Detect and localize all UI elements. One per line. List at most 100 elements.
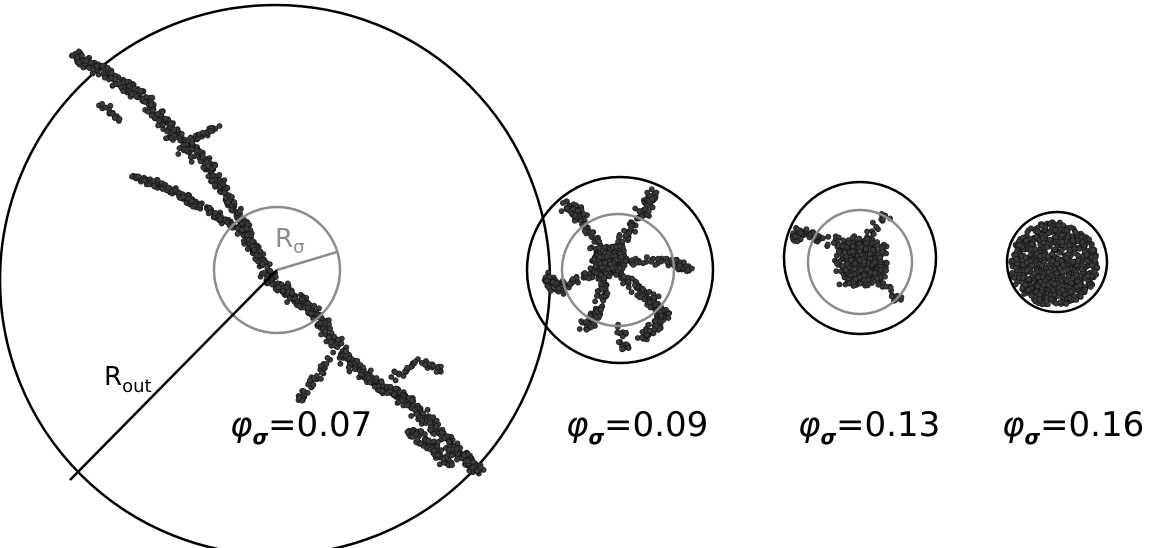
particle [849,248,856,255]
particle [1087,284,1094,290]
particle [159,109,166,115]
particle [1084,257,1090,264]
particle [477,464,484,471]
particle [322,328,329,335]
particle [592,298,598,305]
particle [95,71,102,78]
particle [615,339,622,345]
particle [244,246,251,252]
particle [324,354,331,361]
particle [404,364,410,371]
particle-cluster-4 [1008,219,1101,308]
particle [1082,286,1089,293]
particle [102,104,109,111]
particle [330,349,337,356]
particle [89,66,96,73]
phi-label-2: φσ=0.09 [566,405,708,449]
particle [440,455,446,462]
particle [861,258,867,265]
particle [653,322,660,329]
particle [848,256,854,263]
particle [1059,238,1066,245]
particle [438,429,445,436]
particle [200,154,206,161]
particle [839,242,846,249]
particle [604,290,611,297]
particle [564,205,571,212]
particle [882,273,888,280]
particle [420,410,426,417]
particle [847,272,854,279]
particle-cluster-1 [69,48,487,477]
particle [623,329,629,336]
particle [326,321,332,328]
particle [586,275,593,282]
particle [1066,294,1073,301]
particle [1048,296,1055,302]
particle [259,261,266,267]
particle [558,208,565,214]
particle [658,312,665,319]
particle [175,151,182,157]
particle [570,206,577,212]
panel-1: Rσ Rout φσ=0.07 [0,3,552,548]
particle [647,304,654,311]
particle [120,88,127,94]
particle [1024,259,1030,266]
particle [1079,266,1085,273]
particle [852,276,859,282]
particle [547,288,554,294]
particle [116,80,123,87]
particle [650,294,657,301]
particle [331,333,337,340]
particle [1034,283,1041,289]
particle [216,123,223,129]
particle [1025,286,1032,293]
particle [433,417,440,424]
particle [94,62,100,69]
particle [883,267,889,274]
particle [566,281,573,287]
particle [159,121,166,128]
particle [622,257,629,264]
particle [345,364,352,371]
particle [155,122,161,129]
particle [1085,273,1091,279]
particle [253,252,260,259]
particle [296,303,302,309]
particle [1077,293,1084,300]
particle [310,381,317,388]
particle [840,237,847,244]
particle [159,186,166,192]
particle [569,276,576,282]
particle [135,173,142,180]
particle [387,383,394,390]
particle [833,268,840,274]
particle [858,243,864,250]
particle [1009,269,1016,276]
particle [150,178,157,184]
particle [1071,293,1078,299]
particle [870,231,877,237]
particle [797,229,804,236]
particle [604,253,611,260]
particle [171,126,177,133]
particle [1023,267,1030,274]
particle [1046,230,1052,236]
particle [305,381,311,388]
particle [621,227,627,234]
particle [409,397,415,404]
particle [148,112,155,119]
particle [187,154,194,160]
particle [1022,281,1029,288]
particle [1058,247,1065,254]
particle [373,375,380,381]
particle [576,326,583,332]
particle [647,327,653,334]
particle [593,270,600,277]
particle [647,299,653,306]
particle [378,379,385,386]
particle [279,287,286,294]
particle [335,336,342,343]
